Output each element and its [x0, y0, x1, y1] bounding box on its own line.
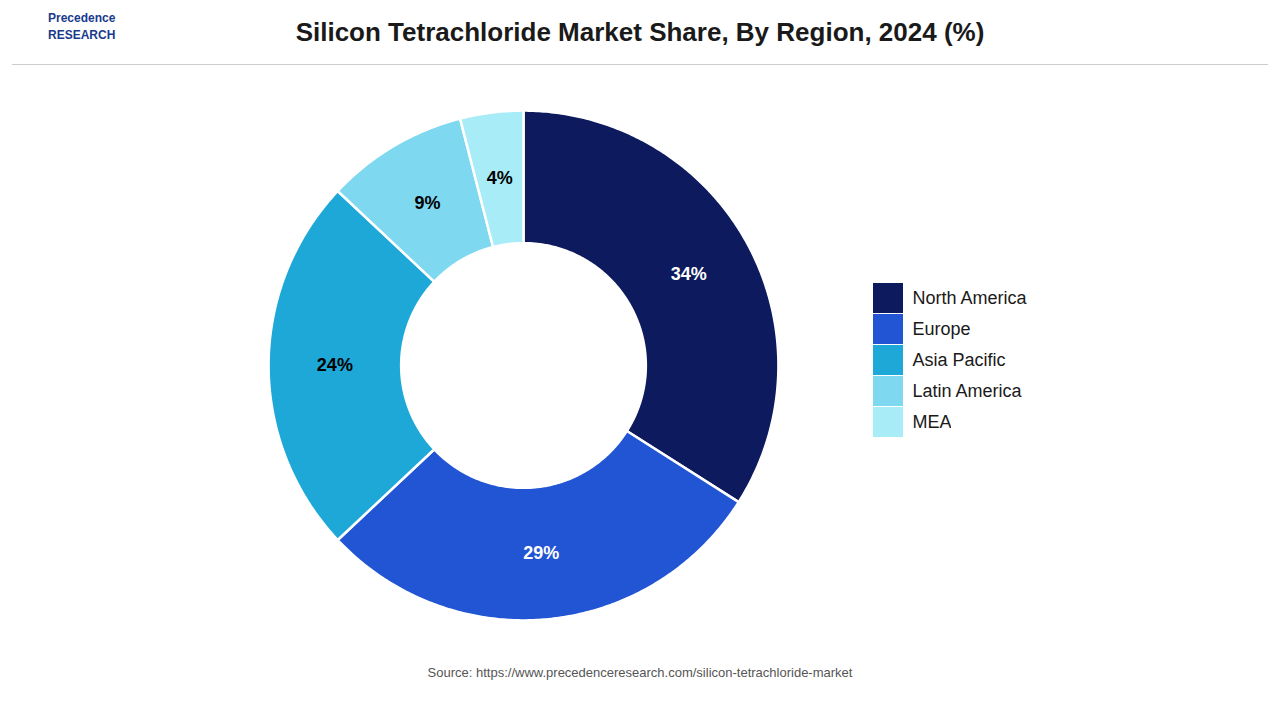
html-text:MEA: MEA: [912, 411, 952, 432]
svg-text:29%: 29%: [524, 543, 560, 563]
svg-text:9%: 9%: [415, 193, 441, 213]
svg-text:4%: 4%: [487, 168, 513, 188]
html-text:Source: https://www.precedence: Source: https://www.precedenceresearch.c…: [427, 665, 853, 680]
html-text:RESEARCH: RESEARCH: [48, 27, 116, 42]
html-text:Europe: Europe: [912, 318, 971, 339]
html-text:North America: North America: [912, 287, 1027, 308]
html-text:Asia Pacific: Asia Pacific: [912, 349, 1006, 370]
html-text:Latin America: Latin America: [912, 380, 1022, 401]
html-text:Silicon Tetrachloride Market S: Silicon Tetrachloride Market Share, By R…: [295, 17, 985, 47]
svg-text:34%: 34%: [671, 264, 707, 284]
html-text:Precedence: Precedence: [48, 11, 116, 25]
svg-text:24%: 24%: [317, 355, 353, 375]
